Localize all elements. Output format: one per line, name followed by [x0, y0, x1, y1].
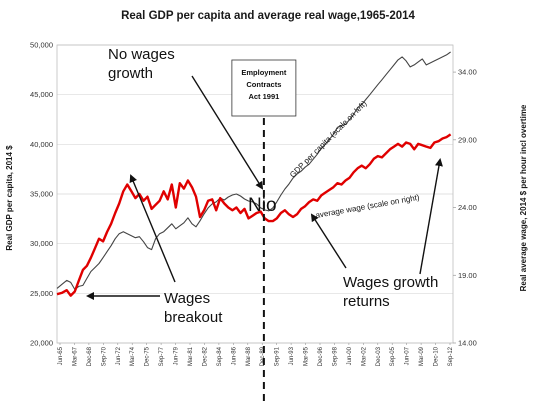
y-axis-label: Real GDP per capita, 2014 $ — [5, 145, 14, 251]
chart-title: Real GDP per capita and average real wag… — [121, 10, 415, 22]
act-box-line: Employment — [241, 68, 287, 77]
act-box: Employment Contracts Act 1991 — [231, 59, 297, 117]
x-tick-label: Mar-95 — [304, 346, 310, 366]
y-tick-label: 35,000 — [30, 190, 53, 199]
wages-growth-returns-annotation: Wages growth returns — [343, 274, 438, 310]
left-axis-ticks: 20,000 25,000 30,000 35,000 40,000 45,000 50,0… — [30, 41, 53, 348]
y2-tick-label: 34.00 — [458, 68, 477, 77]
gdp-per-capita-line — [56, 51, 451, 290]
breakout-line: Wages — [164, 290, 210, 307]
y-tick-label: 45,000 — [30, 90, 53, 99]
act-box-label: Employment Contracts Act 1991 — [241, 68, 287, 101]
arrow-layer — [86, 75, 443, 300]
wages-breakout-annotation: Wages breakout — [164, 290, 223, 326]
y2-tick-label: 14.00 — [458, 339, 477, 348]
x-tick-label: Dec-89 — [260, 346, 266, 366]
y2-tick-label: 19.00 — [458, 271, 477, 280]
x-tick-label: Sep-05 — [390, 346, 396, 366]
y2-axis-label: Real average wage, 2014 $ per hour incl … — [519, 104, 528, 291]
x-tick-label: Jun-93 — [289, 346, 295, 365]
act-box-line: Act 1991 — [248, 92, 279, 101]
y2-tick-label: 24.00 — [458, 203, 477, 212]
nio-annotation: Nio — [248, 195, 277, 216]
x-tick-label: Dec-96 — [318, 346, 324, 366]
x-tick-label: Jun-65 — [58, 346, 64, 365]
x-tick-label: Jun-72 — [116, 346, 122, 365]
x-tick-label: Mar-09 — [419, 346, 425, 366]
breakout-line: breakout — [164, 309, 223, 326]
x-axis-ticks: Jun-65 Mar-67 Dec-68 Sep-70 Jun-72 Mar-74 Dec-… — [58, 343, 454, 366]
x-tick-label: Sep-12 — [448, 346, 454, 366]
arrow-no-wages-to-1990 — [191, 75, 264, 190]
x-tick-label: Sep-77 — [159, 346, 165, 366]
x-tick-label: Mar-88 — [246, 346, 252, 366]
x-tick-label: Sep-84 — [217, 346, 223, 366]
no-wages-growth-annotation: No wages growth — [108, 46, 175, 82]
x-tick-label: Jun-86 — [231, 346, 237, 365]
x-tick-label: Jun-07 — [405, 346, 411, 365]
returns-line: Wages growth — [343, 274, 438, 291]
x-tick-label: Dec-75 — [145, 346, 151, 366]
arrow-returns-to-1995 — [310, 213, 347, 269]
y-tick-label: 20,000 — [30, 339, 53, 348]
x-tick-label: Jun-00 — [347, 346, 353, 365]
x-tick-label: Jun-79 — [174, 346, 180, 365]
plot-frame — [56, 44, 454, 344]
y-tick-label: 25,000 — [30, 289, 53, 298]
x-tick-label: Mar-02 — [361, 346, 367, 366]
x-tick-label: Mar-74 — [130, 346, 136, 366]
y-tick-label: 30,000 — [30, 239, 53, 248]
returns-line: returns — [343, 293, 390, 310]
no-wages-line: growth — [108, 65, 153, 82]
x-tick-label: Dec-03 — [376, 346, 382, 366]
arrow-breakout-to-peak — [129, 174, 176, 283]
x-tick-label: Mar-81 — [188, 346, 194, 366]
x-tick-label: Dec-82 — [202, 346, 208, 366]
y2-tick-label: 29.00 — [458, 135, 477, 144]
y-tick-label: 40,000 — [30, 140, 53, 149]
act-box-frame — [231, 59, 297, 117]
y-tick-label: 50,000 — [30, 41, 53, 50]
act-box-line: Contracts — [246, 80, 281, 89]
x-tick-label: Sep-91 — [275, 346, 281, 366]
x-tick-label: Sep-98 — [332, 346, 338, 366]
x-tick-label: Sep-70 — [101, 346, 107, 366]
average-wage-line — [56, 133, 452, 297]
no-wages-line: No wages — [108, 46, 175, 63]
right-axis-ticks: 14.00 19.00 24.00 29.00 34.00 — [453, 68, 477, 348]
series-layer — [56, 51, 452, 297]
x-tick-label: Dec-68 — [87, 346, 93, 366]
arrow-returns-to-2012 — [419, 158, 443, 275]
x-tick-label: Dec-10 — [434, 346, 440, 366]
x-tick-label: Mar-67 — [72, 346, 78, 366]
